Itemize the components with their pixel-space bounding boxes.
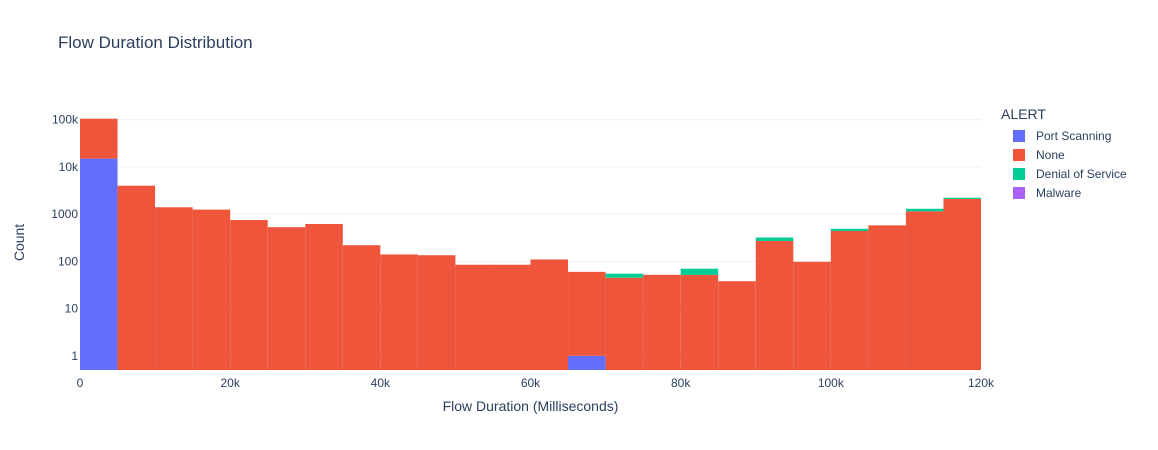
y-tick-label: 100: [58, 254, 78, 268]
bar-none: [267, 227, 306, 370]
bar-none: [117, 185, 156, 370]
bar-none: [342, 245, 381, 370]
bar-none: [568, 271, 606, 356]
legend-label: Port Scanning: [1036, 128, 1112, 143]
bar-none: [793, 261, 831, 370]
bar-none: [643, 274, 681, 370]
x-tick-label: 0: [77, 376, 84, 390]
bar-none: [530, 259, 569, 370]
bar-none: [192, 209, 231, 370]
legend-item[interactable]: None: [1001, 145, 1127, 164]
legend-label: None: [1036, 147, 1065, 162]
bar-denial-of-service: [680, 268, 719, 275]
bar-none: [417, 255, 456, 370]
bar-port-scanning: [80, 158, 118, 370]
bar-port-scanning: [568, 355, 606, 370]
bar-none: [830, 231, 869, 370]
bar-denial-of-service: [605, 273, 644, 278]
legend-swatch: [1013, 148, 1025, 161]
bar-none: [305, 223, 343, 370]
legend-item[interactable]: Port Scanning: [1001, 126, 1127, 145]
bar-none: [455, 264, 493, 370]
x-tick-label: 20k: [220, 376, 240, 390]
bar-none: [718, 281, 756, 370]
x-tick-label: 40k: [371, 376, 391, 390]
bar-none: [905, 211, 944, 370]
chart-title: Flow Duration Distribution: [58, 33, 253, 52]
x-axis-title: Flow Duration (Milliseconds): [443, 398, 619, 414]
y-tick-label: 10: [65, 302, 79, 316]
bar-none: [80, 118, 118, 159]
bar-none: [680, 274, 719, 370]
legend-swatch: [1013, 129, 1025, 142]
legend-label: Denial of Service: [1036, 166, 1127, 181]
bar-none: [755, 241, 794, 370]
y-tick-label: 100k: [52, 113, 79, 127]
bar-none: [943, 198, 981, 370]
y-axis-title: Count: [11, 224, 27, 261]
bar-none: [492, 264, 531, 370]
legend-item[interactable]: Denial of Service: [1001, 164, 1127, 183]
bar-none: [380, 254, 418, 370]
y-tick-label: 10k: [59, 160, 79, 174]
legend-swatch: [1013, 167, 1025, 180]
bar-none: [155, 207, 193, 370]
x-tick-label: 60k: [521, 376, 541, 390]
bar-denial-of-service: [905, 208, 944, 212]
y-tick-label: 1: [71, 349, 78, 363]
x-tick-label: 100k: [818, 376, 845, 390]
legend-label: Malware: [1036, 185, 1082, 200]
bar-denial-of-service: [943, 197, 981, 199]
bar-none: [230, 220, 268, 370]
legend-item[interactable]: Malware: [1001, 183, 1127, 202]
bar-none: [868, 225, 906, 370]
bar-denial-of-service: [830, 228, 869, 232]
bar-none: [605, 277, 644, 370]
legend-title: ALERT: [1001, 106, 1046, 122]
legend: ALERT Port Scanning None Denial of Service…: [1001, 106, 1127, 202]
x-tick-label: 80k: [671, 376, 691, 390]
x-tick-label: 120k: [968, 376, 995, 390]
legend-swatch: [1013, 186, 1025, 199]
y-tick-label: 1000: [51, 207, 78, 221]
bar-denial-of-service: [755, 237, 794, 242]
